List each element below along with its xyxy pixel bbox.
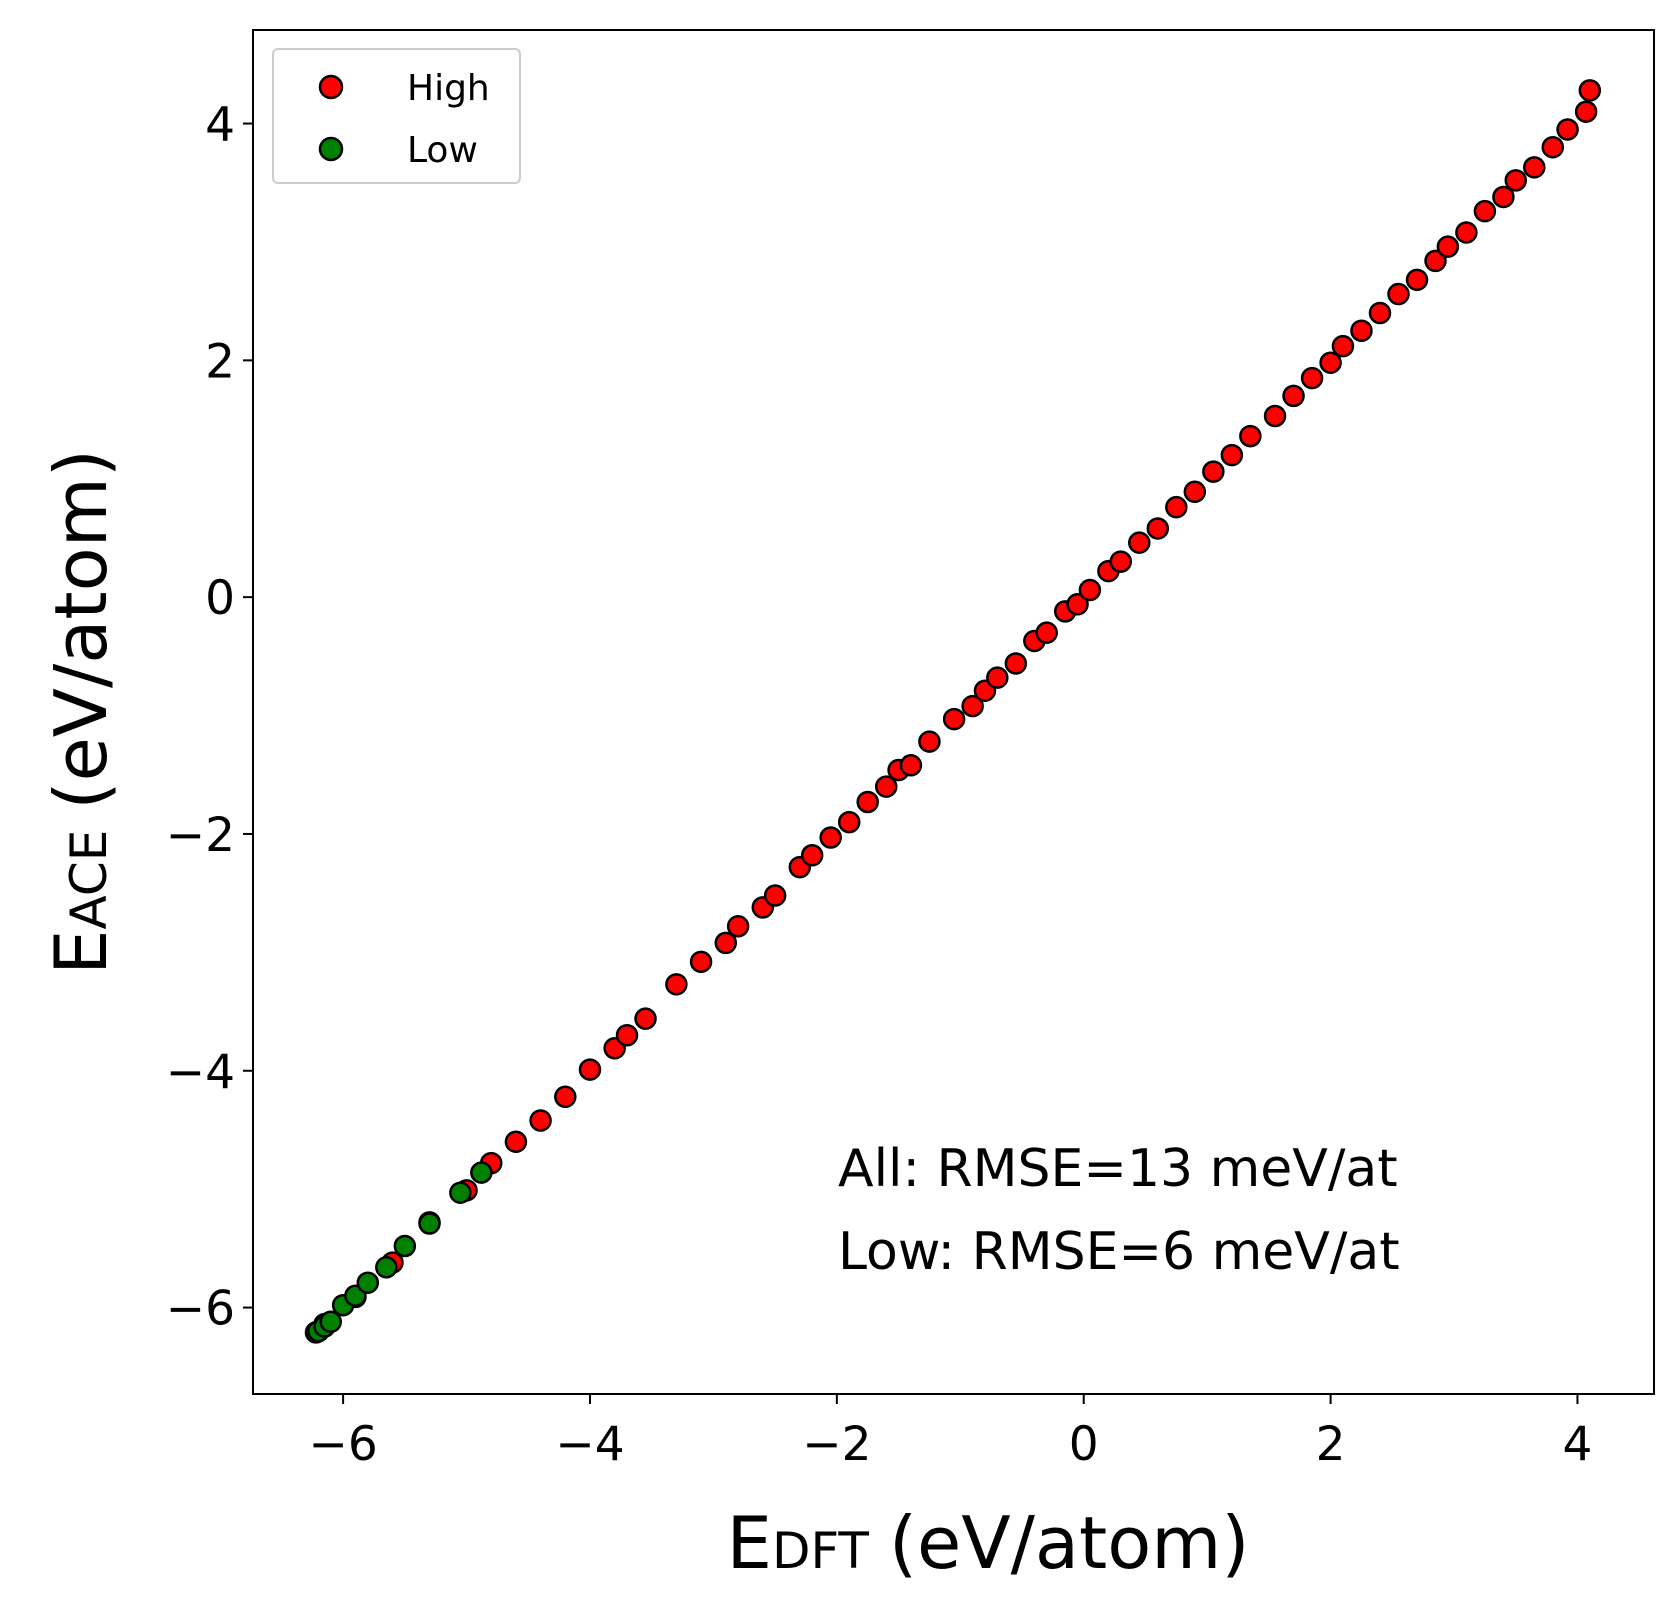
x-tick-label: 4 — [1563, 1417, 1593, 1472]
scatter-point — [1146, 517, 1170, 540]
x-axis-label: EDFT (eV/atom) — [727, 1501, 1250, 1585]
scatter-point — [634, 1007, 657, 1030]
y-label-rest: (eV/atom) — [39, 449, 123, 810]
scatter-point — [837, 810, 861, 834]
scatter-point — [1035, 621, 1058, 644]
scatter-point — [856, 790, 879, 814]
scatter-point — [1405, 268, 1429, 292]
x-label-main: E — [727, 1501, 773, 1585]
scatter-point — [1300, 366, 1324, 390]
legend-label: Low — [407, 130, 478, 171]
scatter-point — [918, 730, 941, 753]
legend-marker — [318, 74, 344, 100]
scatter-point — [375, 1256, 398, 1279]
scatter-point — [470, 1161, 493, 1184]
scatter-point — [319, 1310, 343, 1334]
legend-label: High — [407, 68, 490, 109]
scatter-point — [1504, 169, 1528, 192]
y-tick-label: 0 — [205, 571, 235, 626]
scatter-point — [1424, 249, 1447, 273]
x-tick-label: 0 — [1069, 1417, 1099, 1472]
scatter-point — [1473, 199, 1497, 223]
annotation: Low: RMSE=6 meV/at — [838, 1222, 1400, 1282]
scatter-point — [393, 1234, 417, 1258]
scatter-point — [1004, 652, 1028, 675]
y-tick-label: −6 — [166, 1282, 235, 1337]
y-tick-label: −4 — [166, 1045, 235, 1100]
scatter-point — [1436, 235, 1460, 258]
y-label-main: E — [39, 929, 123, 975]
legend-marker — [318, 136, 344, 162]
x-tick-label: −6 — [308, 1417, 377, 1472]
scatter-point — [449, 1181, 472, 1204]
y-axis-label: EACE (eV/atom) — [39, 449, 123, 975]
scatter-point — [1368, 301, 1392, 325]
scatter-point — [1541, 135, 1565, 159]
scatter-point — [1165, 495, 1188, 519]
scatter-point — [1556, 118, 1579, 141]
scatter-point — [1578, 79, 1602, 102]
scatter-point — [1574, 100, 1598, 123]
scatter-point — [1319, 351, 1342, 374]
annotation: All: RMSE=13 meV/at — [838, 1139, 1398, 1199]
scatter-point — [1109, 550, 1133, 573]
scatter-point — [726, 915, 750, 938]
scatter-point — [1263, 404, 1287, 428]
scatter-point — [1455, 221, 1478, 244]
scatter-point — [1387, 282, 1410, 306]
scatter-point — [529, 1109, 552, 1132]
scatter-point — [665, 973, 688, 996]
scatter-point — [1220, 443, 1244, 467]
plot-frame — [252, 29, 1655, 1395]
scatter-point — [1350, 319, 1373, 342]
scatter-point — [1202, 460, 1225, 483]
x-tick-label: 2 — [1316, 1417, 1346, 1472]
scatter-point — [763, 884, 787, 907]
scatter-point — [554, 1085, 577, 1109]
scatter-point — [986, 666, 1009, 689]
scatter-point — [1066, 593, 1089, 616]
x-label-rest: (eV/atom) — [889, 1501, 1250, 1585]
y-tick-label: −2 — [166, 808, 235, 863]
scatter-point — [800, 844, 824, 867]
y-label-sub: ACE — [60, 830, 118, 930]
y-tick-label: 2 — [205, 334, 235, 389]
scatter-point — [714, 931, 738, 955]
scatter-point — [1239, 424, 1262, 448]
x-tick-label: −2 — [802, 1417, 871, 1472]
scatter-point — [961, 694, 984, 718]
scatter-point — [1492, 185, 1515, 209]
scatter-point — [819, 826, 842, 849]
scatter-point — [504, 1130, 528, 1154]
scatter-point — [689, 950, 713, 974]
scatter-point — [615, 1023, 639, 1047]
scatter-point — [578, 1058, 602, 1081]
scatter-point — [942, 707, 966, 731]
x-label-sub: DFT — [772, 1522, 869, 1580]
scatter-point — [1128, 531, 1151, 554]
scatter-point — [899, 754, 923, 777]
scatter-point — [874, 775, 898, 798]
scatter-point — [1282, 384, 1305, 408]
scatter-point — [1331, 334, 1355, 358]
scatter-point — [1523, 156, 1546, 179]
scatter-point — [1183, 480, 1207, 504]
scatter-point — [418, 1212, 441, 1235]
y-tick-label: 4 — [205, 98, 235, 153]
x-tick-label: −4 — [555, 1417, 624, 1472]
scatter-point — [1078, 578, 1102, 602]
scatter-point — [356, 1271, 380, 1294]
